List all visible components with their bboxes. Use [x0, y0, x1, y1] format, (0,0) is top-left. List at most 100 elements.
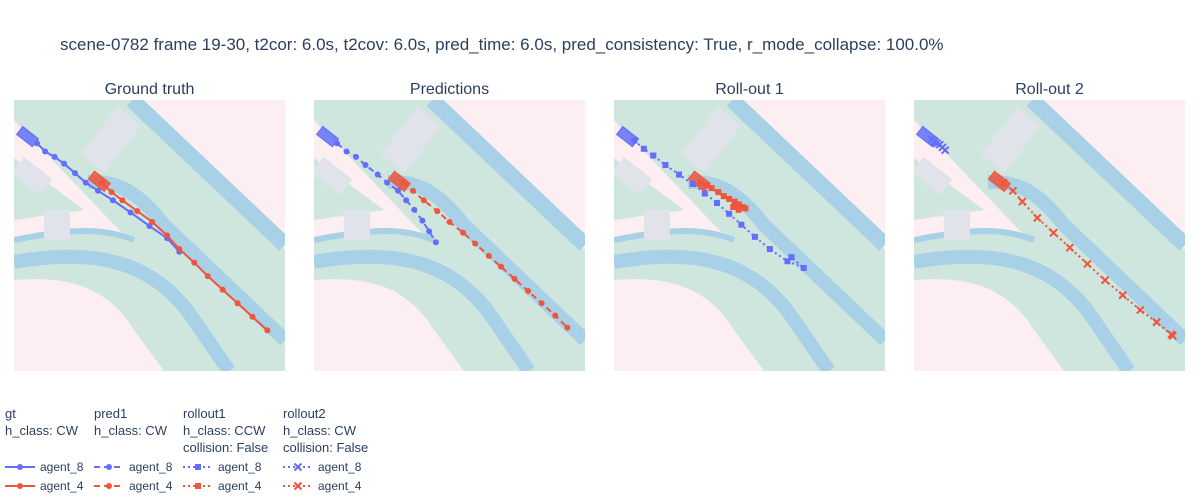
lane-edge-side: [914, 228, 1036, 243]
legend-group-title: h_class: CW: [94, 423, 168, 438]
agent_8-point: [701, 190, 708, 197]
crosswalk: [344, 210, 370, 240]
agent_4-point: [249, 313, 256, 320]
agent_8-point: [353, 153, 360, 160]
agent_4-box: [387, 170, 412, 193]
agent_8-point: [384, 179, 391, 186]
legend-marker: [293, 462, 303, 472]
legend-entry-label: agent_8: [218, 460, 262, 474]
agent_4-point: [742, 205, 749, 212]
agent_4-point: [1065, 243, 1075, 252]
agent_8-point: [51, 153, 58, 160]
legend-marker: [17, 483, 23, 489]
agent_8-point: [940, 145, 950, 155]
agent_8-point: [334, 140, 341, 147]
agent_8-point: [676, 171, 683, 178]
agent_4-point: [564, 324, 571, 331]
legend-marker: [195, 483, 201, 489]
crosswalk: [44, 210, 70, 240]
agent_8-point: [640, 145, 647, 152]
legend-group-title: pred1: [94, 406, 127, 421]
agent_8-point: [726, 210, 733, 217]
agent_4-point: [204, 273, 211, 280]
agent_8-point: [738, 221, 745, 228]
panel-title: Predictions: [410, 81, 489, 98]
agent_4-point: [149, 218, 156, 225]
drivable-road: [314, 100, 585, 371]
agent_4-point: [434, 208, 441, 215]
panel-title: Roll-out 1: [715, 81, 784, 98]
drivable-lower-road: [914, 231, 1154, 371]
legend-group-title: h_class: CW: [5, 423, 79, 438]
agent_4-point: [703, 182, 710, 189]
agent_4-point: [409, 187, 416, 194]
agent_8-point: [61, 160, 68, 167]
agent_4-point: [1167, 330, 1176, 339]
agent_8-point: [784, 258, 791, 265]
agent_8-point: [751, 233, 758, 240]
agent_8-point: [662, 162, 669, 169]
agent_4-point: [264, 327, 271, 334]
chart-title: scene-0782 frame 19-30, t2cor: 6.0s, t2c…: [60, 35, 944, 54]
agent_4-point: [176, 246, 183, 253]
agent_4-box: [987, 170, 1012, 193]
agent_4-point: [1118, 290, 1127, 300]
panel-3: [614, 100, 885, 371]
agent_4-point: [191, 259, 198, 266]
drivable-lower-road: [314, 231, 554, 371]
lane-edge-upper: [126, 100, 285, 251]
agent_8-point: [95, 187, 102, 194]
agent_4-point: [400, 179, 407, 186]
agent_8-point: [689, 181, 696, 188]
legend-group-title: h_class: CCW: [183, 423, 266, 438]
lane-edge-upper: [726, 100, 885, 251]
lane-edge-lower: [614, 249, 835, 371]
panel-4: [914, 100, 1185, 371]
panel-title: Roll-out 2: [1015, 81, 1084, 98]
agent_4-point: [1100, 276, 1110, 285]
panel-2: [314, 100, 585, 371]
legend-entry-label: agent_8: [129, 460, 173, 474]
agent_8-point: [374, 171, 381, 178]
legend-marker: [195, 464, 201, 470]
agent_8-point: [766, 246, 773, 253]
agent_8-point: [411, 206, 418, 213]
agent_4-point: [460, 229, 467, 236]
panel-1: [14, 100, 285, 371]
agent_4-point: [720, 193, 727, 200]
agent_4-point: [715, 189, 722, 196]
drivable-lower-road: [614, 231, 854, 371]
agent_4-point: [472, 240, 479, 247]
crosswalk: [980, 107, 1042, 173]
drivable-road: [614, 100, 885, 371]
crosswalk: [14, 157, 53, 195]
agent_4-point: [708, 185, 715, 192]
legend-marker: [106, 464, 112, 470]
agent_4-point: [1136, 305, 1145, 315]
agent_4-point: [1049, 228, 1058, 237]
legend-entry-label: agent_8: [40, 460, 84, 474]
agent_4-point: [1083, 259, 1092, 269]
agent_4-point: [1008, 186, 1018, 195]
agent_4-point: [219, 286, 226, 293]
agent_4-point: [1018, 197, 1027, 206]
agent_8-point: [800, 265, 807, 272]
agent_4-point: [999, 178, 1008, 187]
legend-group-3: rollout1 h_class: CCW collision: False agen…: [183, 406, 268, 493]
agent_4-point: [726, 195, 733, 202]
agent_8-point: [426, 228, 433, 235]
agent_4-point: [119, 197, 126, 204]
legend: gt h_class: CW agent_8 agent_4 pred1 h_class:…: [5, 406, 368, 493]
crosswalk: [614, 157, 653, 195]
legend-marker: [106, 483, 112, 489]
agent_4-point: [497, 263, 504, 270]
agent_4-point: [552, 312, 559, 319]
drivable-lower-road: [14, 231, 254, 371]
agent_8-point: [362, 162, 369, 169]
legend-group-title: h_class: CW: [283, 423, 357, 438]
legend-group-title: collision: False: [283, 440, 368, 455]
lane-edge-lower: [14, 249, 235, 371]
agent_8-point: [395, 187, 402, 194]
agent_8-point: [343, 148, 350, 155]
